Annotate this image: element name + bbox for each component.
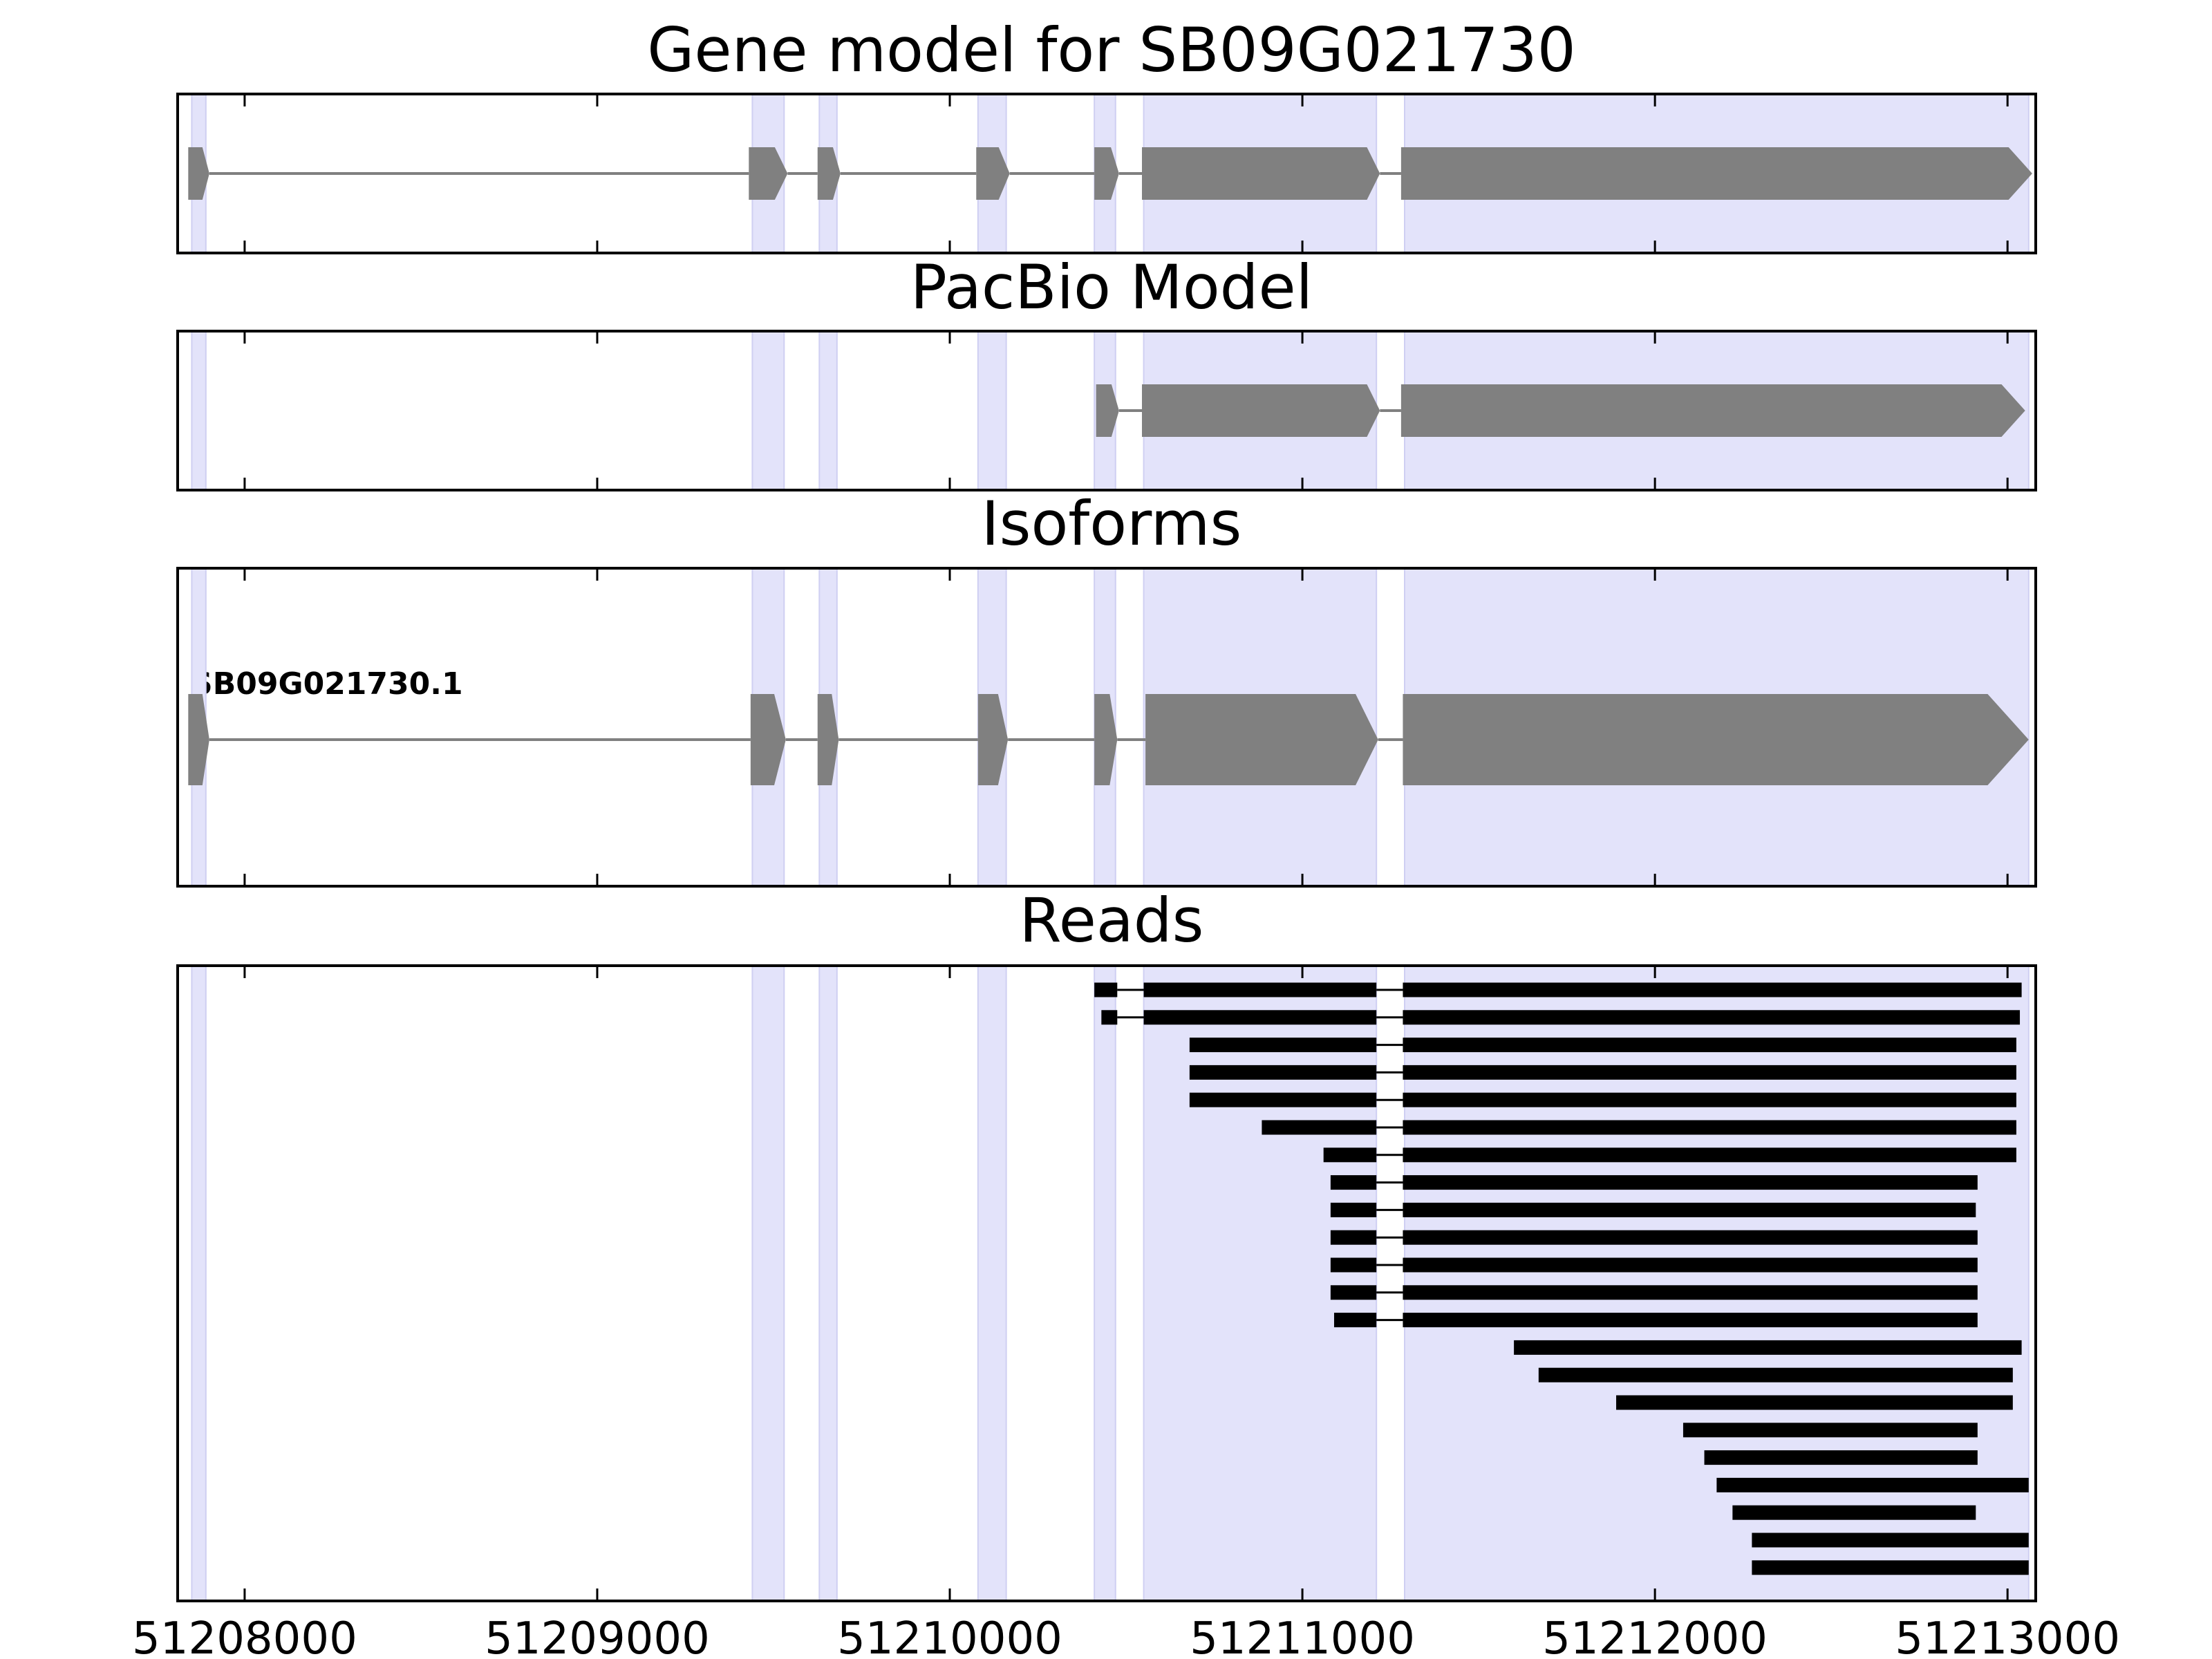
read-segment: [1514, 1340, 2022, 1355]
exon-block: [1094, 694, 1118, 785]
read-segment: [1403, 1120, 2016, 1135]
read-segment: [1403, 1092, 2016, 1107]
read-segment: [1330, 1230, 1377, 1245]
exon-block: [1400, 384, 2025, 437]
exon-block: [188, 147, 209, 200]
axes-frame: [176, 330, 2037, 491]
read-segment: [1189, 1065, 1377, 1080]
read-segment: [1752, 1560, 2029, 1575]
read-segment: [1403, 1010, 2021, 1025]
read-segment: [1262, 1120, 1377, 1135]
panel-title-pacbio-model: PacBio Model: [910, 252, 1313, 323]
exon-region-shade: [818, 965, 838, 1602]
read-segment: [1704, 1450, 1978, 1465]
exon-region-shade: [751, 330, 785, 491]
panel-isoforms: Isoforms SB09G021730.1: [176, 488, 2037, 888]
axes-frame: [176, 93, 2037, 254]
exon-block: [1400, 147, 2032, 200]
read-segment: [1189, 1038, 1377, 1053]
x-tick-label: 51212000: [1542, 1613, 1768, 1659]
exon-region-shade: [1143, 965, 1378, 1602]
read-segment: [1143, 1010, 1377, 1025]
exon-block: [977, 694, 1009, 785]
isoform-label: SB09G021730.1: [191, 666, 463, 702]
x-tick-label: 51213000: [1895, 1613, 2120, 1659]
exon-region-shade: [751, 965, 785, 1602]
axes-frame: [176, 567, 2037, 888]
read-segment: [1330, 1285, 1377, 1300]
read-segment: [1403, 1285, 1978, 1300]
read-segment: [1403, 1147, 2016, 1163]
read-segment: [1403, 1038, 2016, 1053]
panel-title-isoforms: Isoforms: [982, 488, 1242, 559]
read-segment: [1101, 1010, 1118, 1025]
exon-block: [1142, 147, 1380, 200]
plot-reads: [176, 964, 2037, 1602]
read-segment: [1403, 1313, 1978, 1328]
plot-isoforms: [176, 567, 2037, 888]
read-segment: [1752, 1533, 2029, 1548]
read-segment: [1403, 1175, 1978, 1190]
read-segment: [1403, 1065, 2016, 1080]
exon-region-shade: [977, 330, 1007, 491]
panel-title-gene-model: Gene model for SB09G021730: [647, 15, 1576, 86]
axes-frame: [176, 964, 2037, 1602]
read-segment: [1094, 982, 1118, 997]
exon-block: [1403, 694, 2029, 785]
exon-block: [1142, 384, 1380, 437]
read-segment: [1403, 1202, 1976, 1217]
exon-block: [817, 694, 839, 785]
read-segment: [1538, 1367, 2013, 1382]
read-segment: [1683, 1423, 1978, 1438]
read-segment: [1323, 1147, 1377, 1163]
x-axis-tick-labels: 51208000 51209000 51210000 51211000 5121…: [132, 1613, 2120, 1659]
panel-title-reads: Reads: [1020, 885, 1204, 956]
panel-pacbio-model: PacBio Model: [176, 252, 2037, 491]
exon-block: [750, 694, 786, 785]
exon-region-shade: [191, 330, 207, 491]
exon-region-shade: [191, 965, 207, 1602]
panel-gene-model: Gene model for SB09G021730: [176, 15, 2037, 254]
exon-block: [1145, 694, 1378, 785]
exon-block: [976, 147, 1010, 200]
read-segment: [1189, 1092, 1377, 1107]
exon-region-shade: [818, 330, 838, 491]
read-segment: [1403, 982, 2022, 997]
read-segment: [1330, 1202, 1377, 1217]
plot-gene-model: [176, 93, 2037, 254]
read-segment: [1330, 1175, 1377, 1190]
read-segment: [1330, 1257, 1377, 1273]
exon-region-shade: [977, 965, 1007, 1602]
exon-block: [1094, 147, 1119, 200]
x-tick-label: 51211000: [1190, 1613, 1415, 1659]
read-segment: [1403, 1230, 1978, 1245]
x-tick-label: 51209000: [485, 1613, 710, 1659]
read-segment: [1732, 1505, 1976, 1520]
exon-region-shade: [1094, 965, 1116, 1602]
exon-block: [749, 147, 788, 200]
plot-pacbio-model: [176, 330, 2037, 491]
panel-reads: Reads: [176, 885, 2037, 1602]
exon-block: [817, 147, 841, 200]
read-segment: [1143, 982, 1377, 997]
exon-block: [188, 694, 209, 785]
read-segment: [1333, 1313, 1377, 1328]
read-segment: [1403, 1257, 1978, 1273]
read-segment: [1716, 1477, 2029, 1492]
read-segment: [1616, 1395, 2013, 1410]
x-tick-label: 51210000: [837, 1613, 1062, 1659]
exon-block: [1096, 384, 1119, 437]
x-tick-label: 51208000: [132, 1613, 357, 1659]
